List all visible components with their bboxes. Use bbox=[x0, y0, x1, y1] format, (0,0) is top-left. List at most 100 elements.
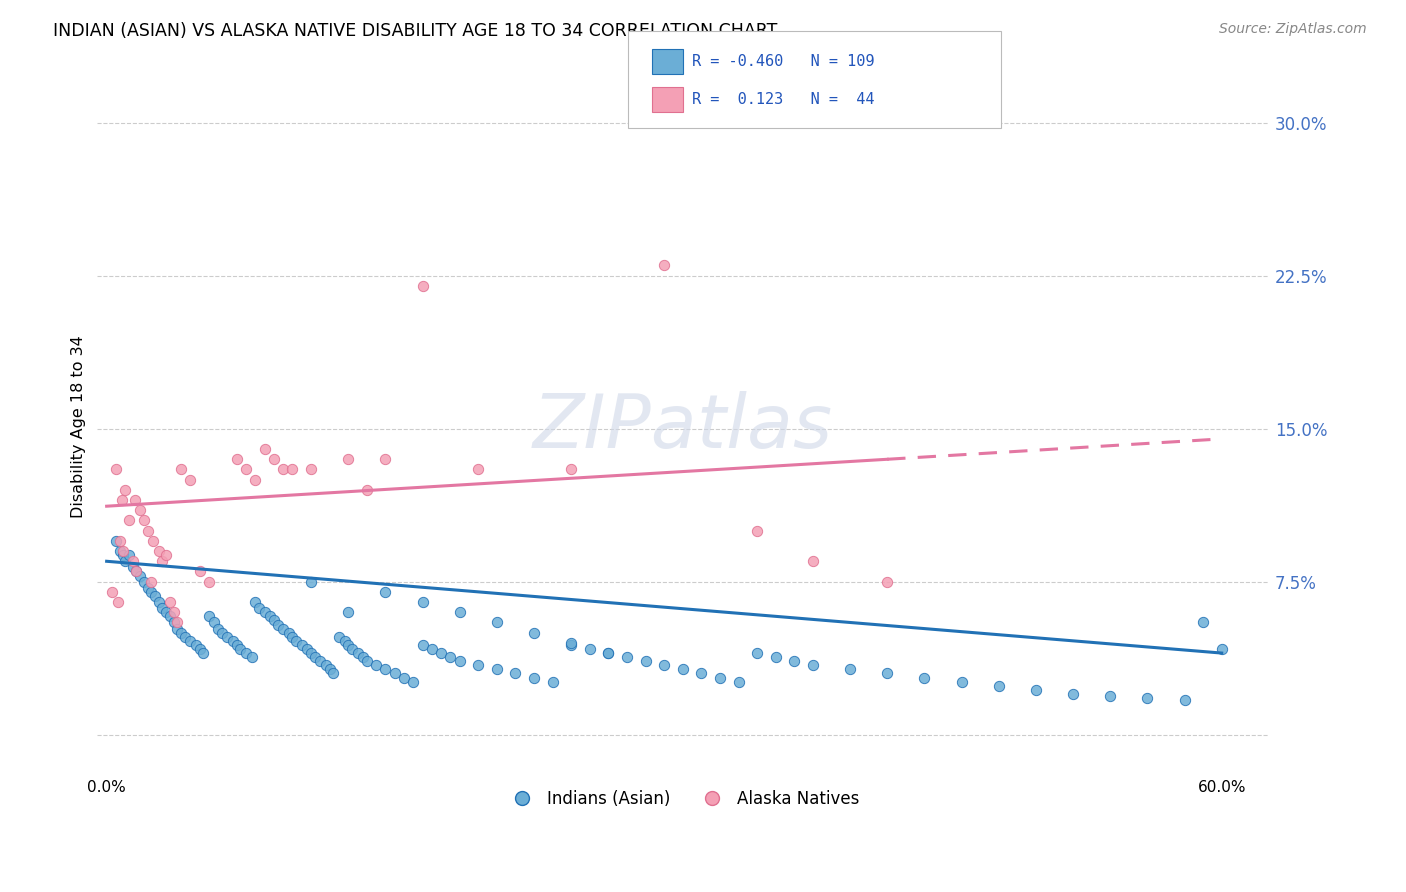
Point bbox=[297, 642, 319, 657]
Point bbox=[652, 259, 675, 273]
Point bbox=[299, 462, 322, 476]
Point bbox=[285, 633, 308, 648]
Text: R = -0.460   N = 109: R = -0.460 N = 109 bbox=[692, 54, 875, 69]
Point bbox=[198, 609, 221, 624]
Point bbox=[356, 654, 378, 668]
Point bbox=[142, 533, 165, 548]
Point bbox=[541, 674, 564, 689]
Point bbox=[259, 609, 281, 624]
Point bbox=[337, 605, 360, 619]
Point bbox=[159, 595, 181, 609]
Point bbox=[987, 679, 1010, 693]
Point bbox=[745, 524, 768, 538]
Point bbox=[579, 642, 602, 657]
Point bbox=[162, 605, 184, 619]
Point bbox=[132, 574, 155, 589]
Point bbox=[155, 605, 177, 619]
Point bbox=[108, 544, 131, 558]
Point bbox=[340, 642, 363, 657]
Point bbox=[322, 666, 344, 681]
Point bbox=[560, 636, 582, 650]
Point bbox=[124, 493, 146, 508]
Point bbox=[652, 658, 675, 673]
Point bbox=[291, 638, 314, 652]
Text: Source: ZipAtlas.com: Source: ZipAtlas.com bbox=[1219, 22, 1367, 37]
Point bbox=[104, 462, 127, 476]
Point bbox=[616, 650, 638, 665]
Point bbox=[245, 473, 267, 487]
Point bbox=[439, 650, 461, 665]
Point bbox=[412, 279, 434, 293]
Point bbox=[304, 650, 326, 665]
Point bbox=[315, 658, 337, 673]
Point bbox=[179, 473, 201, 487]
Point bbox=[253, 442, 276, 456]
Point bbox=[356, 483, 378, 497]
Point bbox=[125, 565, 148, 579]
Point bbox=[1192, 615, 1215, 630]
Point bbox=[839, 662, 862, 676]
Point bbox=[281, 630, 304, 644]
Point bbox=[170, 625, 193, 640]
Point bbox=[235, 462, 257, 476]
Point bbox=[143, 589, 166, 603]
Point bbox=[783, 654, 806, 668]
Point bbox=[412, 595, 434, 609]
Point bbox=[765, 650, 787, 665]
Point bbox=[384, 666, 406, 681]
Point bbox=[560, 638, 582, 652]
Point bbox=[271, 462, 294, 476]
Point bbox=[485, 615, 508, 630]
Point bbox=[136, 581, 159, 595]
Point bbox=[299, 574, 322, 589]
Point bbox=[634, 654, 657, 668]
Point bbox=[430, 646, 453, 660]
Point bbox=[709, 671, 731, 685]
Point bbox=[107, 595, 129, 609]
Point bbox=[309, 654, 332, 668]
Point bbox=[523, 625, 546, 640]
Point bbox=[346, 646, 368, 660]
Point bbox=[1099, 689, 1122, 703]
Point bbox=[1062, 687, 1084, 701]
Point bbox=[366, 658, 388, 673]
Point bbox=[374, 662, 396, 676]
Point bbox=[876, 666, 898, 681]
Point bbox=[245, 595, 267, 609]
Point bbox=[1136, 690, 1159, 705]
Point bbox=[141, 574, 163, 589]
Point bbox=[412, 638, 434, 652]
Point bbox=[598, 646, 620, 660]
Point bbox=[170, 462, 193, 476]
Point bbox=[152, 554, 174, 568]
Point bbox=[263, 452, 285, 467]
Legend: Indians (Asian), Alaska Natives: Indians (Asian), Alaska Natives bbox=[499, 783, 866, 814]
Point bbox=[136, 524, 159, 538]
Point bbox=[801, 658, 824, 673]
Point bbox=[467, 658, 489, 673]
Point bbox=[129, 503, 152, 517]
Point bbox=[240, 650, 263, 665]
Point bbox=[125, 565, 148, 579]
Point bbox=[299, 646, 322, 660]
Point bbox=[449, 605, 471, 619]
Text: R =  0.123   N =  44: R = 0.123 N = 44 bbox=[692, 92, 875, 106]
Point bbox=[352, 650, 374, 665]
Point bbox=[184, 638, 207, 652]
Point bbox=[108, 533, 131, 548]
Point bbox=[166, 615, 188, 630]
Point bbox=[745, 646, 768, 660]
Point bbox=[253, 605, 276, 619]
Point bbox=[121, 560, 143, 574]
Point bbox=[112, 544, 135, 558]
Point bbox=[247, 601, 270, 615]
Point bbox=[222, 633, 245, 648]
Point bbox=[420, 642, 443, 657]
Point bbox=[263, 614, 285, 628]
Point bbox=[101, 585, 124, 599]
Point bbox=[505, 666, 527, 681]
Point bbox=[229, 642, 252, 657]
Point bbox=[727, 674, 749, 689]
Point bbox=[271, 622, 294, 636]
Point bbox=[129, 568, 152, 582]
